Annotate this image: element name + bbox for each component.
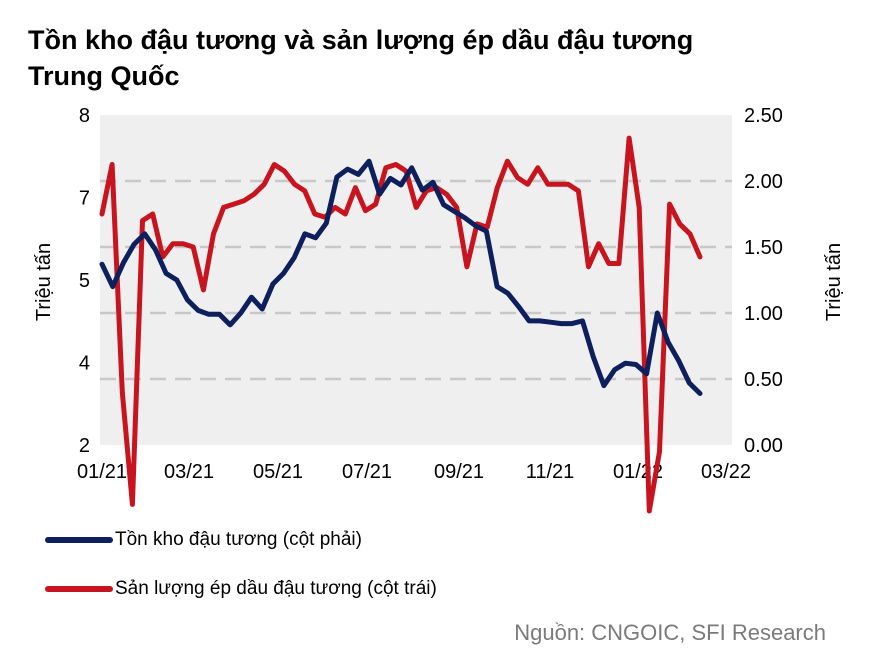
x-tick-label: 07/21: [342, 461, 392, 483]
x-tick-label: 01/21: [77, 461, 127, 483]
left-axis-title: Triệu tấn: [33, 243, 55, 321]
plot-area: [100, 115, 732, 445]
x-tick-label: 09/21: [434, 461, 484, 483]
legend-swatch-crush: [45, 586, 113, 592]
left-tick-label: 2: [79, 435, 90, 457]
legend-item-crush: Sản lượng ép dầu đậu tương (cột trái): [45, 577, 437, 601]
right-tick-label: 0.50: [744, 369, 783, 391]
x-tick-label: 05/21: [253, 461, 303, 483]
right-tick-label: 1.00: [744, 303, 783, 325]
x-tick-label: 11/21: [526, 461, 575, 483]
x-tick-label: 03/22: [701, 461, 751, 483]
chart-title: Tồn kho đậu tương và sản lượng ép dầu đậ…: [28, 25, 694, 91]
left-tick-label: 5: [79, 270, 90, 292]
left-tick-label: 4: [79, 353, 90, 375]
legend-swatch-inventory: [45, 537, 113, 543]
left-tick-label: 7: [79, 188, 90, 210]
left-tick-label: 8: [79, 105, 90, 127]
legend-label-inventory: Tồn kho đậu tương (cột phải): [115, 529, 362, 550]
right-tick-label: 1.50: [744, 237, 783, 259]
right-tick-label: 2.50: [744, 105, 783, 127]
right-axis-title: Triệu tấn: [823, 243, 845, 321]
x-tick-label: 03/21: [164, 461, 214, 483]
chart-svg: 8 7 5 4 2 2.50 2.00 1.50 1.00 0.50 0.00 01/21 03/2…: [33, 105, 845, 514]
legend-item-inventory: Tồn kho đậu tương (cột phải): [45, 528, 362, 552]
right-tick-label: 0.00: [744, 435, 783, 457]
right-tick-label: 2.00: [744, 171, 783, 193]
series-line-inventory: [99, 158, 703, 396]
series-line-crush: [99, 135, 703, 514]
source-note: Nguồn: CNGOIC, SFI Research: [514, 620, 826, 645]
legend-label-crush: Sản lượng ép dầu đậu tương (cột trái): [115, 578, 437, 599]
